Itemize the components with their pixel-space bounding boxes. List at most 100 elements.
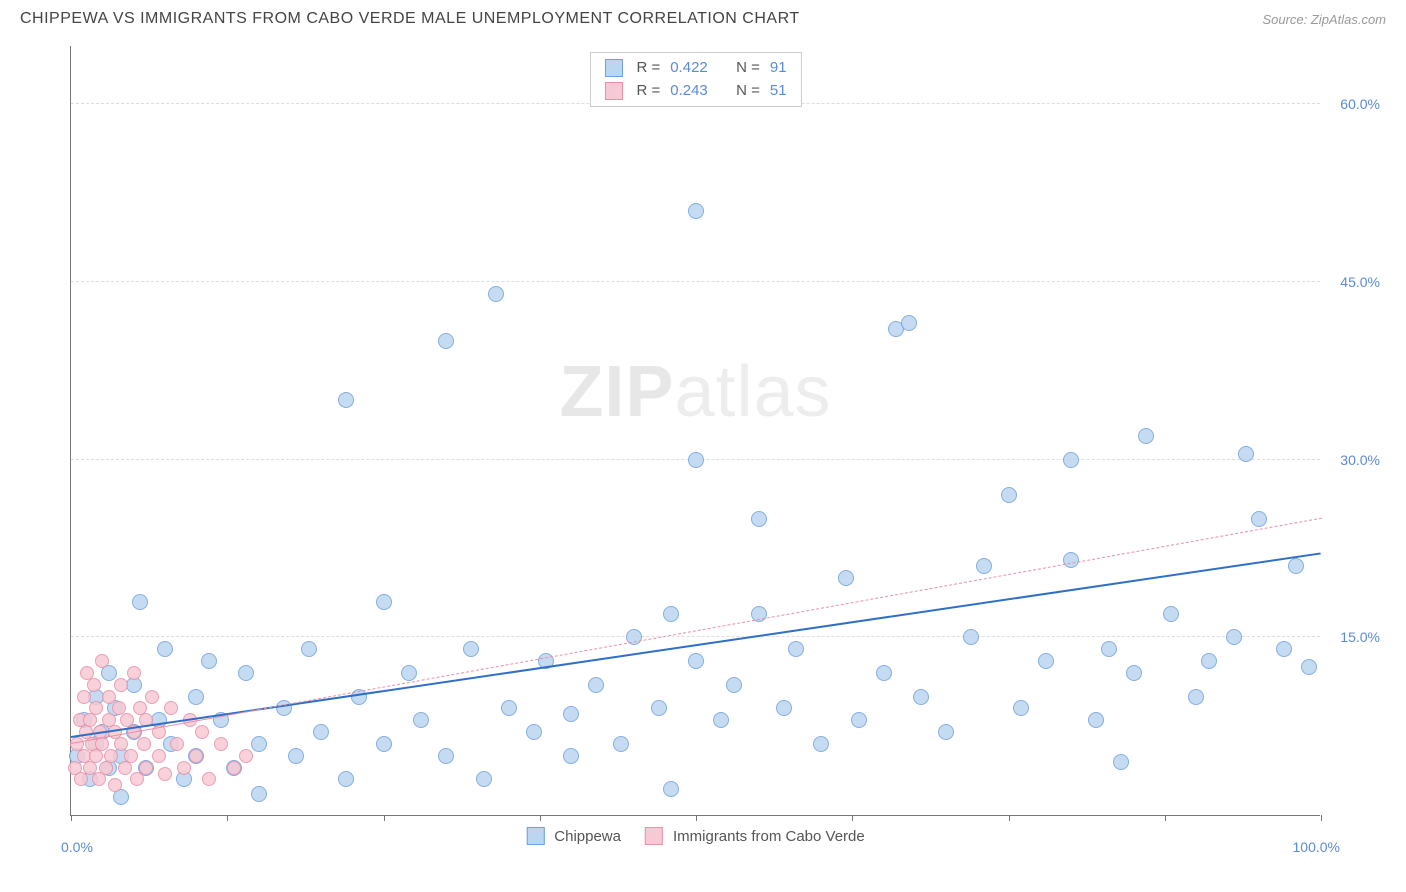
stats-legend-row: R =0.422 N =91 (604, 57, 786, 80)
y-tick-label: 30.0% (1325, 452, 1380, 468)
data-point-cabo_verde (239, 749, 253, 763)
data-point-chippewa (563, 706, 579, 722)
y-tick-label: 45.0% (1325, 274, 1380, 290)
x-max-label: 100.0% (1293, 839, 1340, 855)
data-point-chippewa (1101, 641, 1117, 657)
data-point-chippewa (913, 689, 929, 705)
chart-header: CHIPPEWA VS IMMIGRANTS FROM CABO VERDE M… (0, 0, 1406, 36)
x-min-label: 0.0% (61, 839, 93, 855)
data-point-cabo_verde (137, 737, 151, 751)
data-point-chippewa (1138, 428, 1154, 444)
data-point-chippewa (1126, 665, 1142, 681)
gridline (71, 281, 1320, 282)
data-point-cabo_verde (130, 772, 144, 786)
x-tick (384, 815, 385, 821)
data-point-cabo_verde (108, 778, 122, 792)
data-point-chippewa (1251, 511, 1267, 527)
data-point-cabo_verde (124, 749, 138, 763)
data-point-chippewa (132, 594, 148, 610)
data-point-chippewa (1088, 712, 1104, 728)
gridline (71, 636, 1320, 637)
data-point-chippewa (688, 653, 704, 669)
data-point-chippewa (1188, 689, 1204, 705)
data-point-chippewa (1238, 446, 1254, 462)
data-point-chippewa (1201, 653, 1217, 669)
n-value: 51 (770, 80, 787, 103)
data-point-cabo_verde (89, 701, 103, 715)
data-point-chippewa (251, 786, 267, 802)
x-tick (71, 815, 72, 821)
legend-item: Chippewa (526, 827, 621, 845)
data-point-cabo_verde (102, 690, 116, 704)
data-point-chippewa (1063, 452, 1079, 468)
plot-area: ZIPatlas 15.0%30.0%45.0%60.0%0.0%100.0%R… (70, 46, 1320, 816)
data-point-chippewa (376, 594, 392, 610)
data-point-chippewa (751, 511, 767, 527)
data-point-cabo_verde (170, 737, 184, 751)
data-point-chippewa (376, 736, 392, 752)
data-point-cabo_verde (145, 690, 159, 704)
chart-source: Source: ZipAtlas.com (1262, 12, 1386, 27)
data-point-chippewa (157, 641, 173, 657)
data-point-chippewa (501, 700, 517, 716)
data-point-chippewa (851, 712, 867, 728)
x-tick (1009, 815, 1010, 821)
x-tick (227, 815, 228, 821)
data-point-chippewa (338, 771, 354, 787)
data-point-chippewa (238, 665, 254, 681)
data-point-cabo_verde (95, 654, 109, 668)
data-point-chippewa (1038, 653, 1054, 669)
data-point-cabo_verde (92, 772, 106, 786)
data-point-chippewa (788, 641, 804, 657)
legend-item: Immigrants from Cabo Verde (645, 827, 865, 845)
data-point-chippewa (438, 748, 454, 764)
data-point-cabo_verde (114, 678, 128, 692)
data-point-chippewa (401, 665, 417, 681)
data-point-chippewa (201, 653, 217, 669)
data-point-chippewa (188, 689, 204, 705)
x-tick (696, 815, 697, 821)
data-point-cabo_verde (195, 725, 209, 739)
data-point-chippewa (1288, 558, 1304, 574)
data-point-chippewa (1301, 659, 1317, 675)
legend-swatch (604, 59, 622, 77)
data-point-chippewa (963, 629, 979, 645)
x-tick (540, 815, 541, 821)
legend-swatch (526, 827, 544, 845)
data-point-chippewa (663, 606, 679, 622)
trendline-cabo_verde (258, 518, 1321, 710)
data-point-chippewa (901, 315, 917, 331)
data-point-chippewa (1063, 552, 1079, 568)
data-point-cabo_verde (77, 690, 91, 704)
r-value: 0.422 (670, 57, 708, 80)
x-tick (1321, 815, 1322, 821)
legend-label: Immigrants from Cabo Verde (673, 828, 865, 845)
data-point-cabo_verde (114, 737, 128, 751)
data-point-cabo_verde (189, 749, 203, 763)
x-tick (852, 815, 853, 821)
y-tick-label: 15.0% (1325, 629, 1380, 645)
data-point-chippewa (313, 724, 329, 740)
stats-legend-row: R =0.243 N =51 (604, 80, 786, 103)
data-point-cabo_verde (158, 767, 172, 781)
data-point-chippewa (713, 712, 729, 728)
watermark: ZIPatlas (559, 351, 831, 433)
data-point-chippewa (488, 286, 504, 302)
data-point-cabo_verde (177, 761, 191, 775)
data-point-chippewa (588, 677, 604, 693)
data-point-chippewa (1226, 629, 1242, 645)
chart-title: CHIPPEWA VS IMMIGRANTS FROM CABO VERDE M… (20, 10, 800, 28)
data-point-cabo_verde (164, 701, 178, 715)
data-point-cabo_verde (202, 772, 216, 786)
data-point-chippewa (288, 748, 304, 764)
data-point-cabo_verde (214, 737, 228, 751)
data-point-chippewa (251, 736, 267, 752)
data-point-chippewa (526, 724, 542, 740)
legend-label: Chippewa (554, 828, 621, 845)
data-point-cabo_verde (104, 749, 118, 763)
data-point-cabo_verde (227, 761, 241, 775)
data-point-chippewa (1163, 606, 1179, 622)
data-point-chippewa (563, 748, 579, 764)
data-point-chippewa (651, 700, 667, 716)
data-point-chippewa (688, 203, 704, 219)
